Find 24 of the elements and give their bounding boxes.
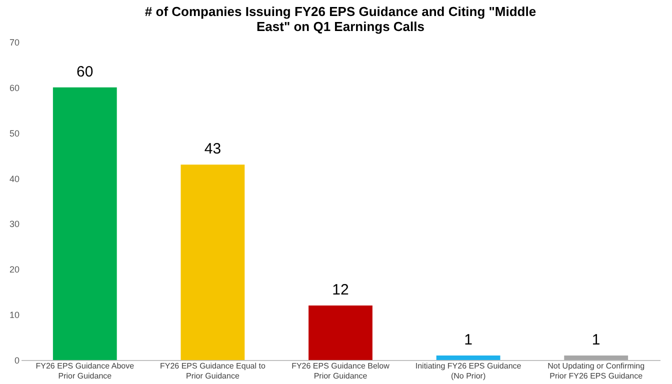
chart-title: # of Companies Issuing FY26 EPS Guidance and Citing "Middle East" on Q1 Earnings Calls [144,4,536,34]
y-tick-label: 50 [9,128,20,138]
data-label: 1 [592,331,600,348]
y-tick-label: 10 [9,310,20,320]
data-label: 1 [464,331,472,348]
data-label: 60 [76,63,94,80]
x-tick-label: FY26 EPS Guidance Above Prior Guidance [36,362,135,380]
x-tick-label: FY26 EPS Guidance Below Prior Guidance [292,362,390,380]
bar [564,355,628,360]
y-tick-label: 0 [14,356,20,366]
x-tick-label: Not Updating or Confirming Prior FY26 EPS Guidance [548,362,645,380]
bar [308,305,372,360]
data-label: 43 [204,140,222,158]
x-tick-label: FY26 EPS Guidance Equal to Prior Guidance [160,362,266,380]
y-tick-label: 40 [9,174,20,184]
data-label: 12 [332,281,349,298]
bar [180,164,245,360]
bar [436,355,500,360]
bar [52,87,117,360]
y-tick-label: 30 [9,219,20,230]
y-tick-label: 20 [9,264,20,275]
y-tick-label: 70 [9,38,20,48]
x-tick-label: Initiating FY26 EPS Guidance (No Prior) [415,362,522,380]
y-tick-label: 60 [9,82,20,93]
